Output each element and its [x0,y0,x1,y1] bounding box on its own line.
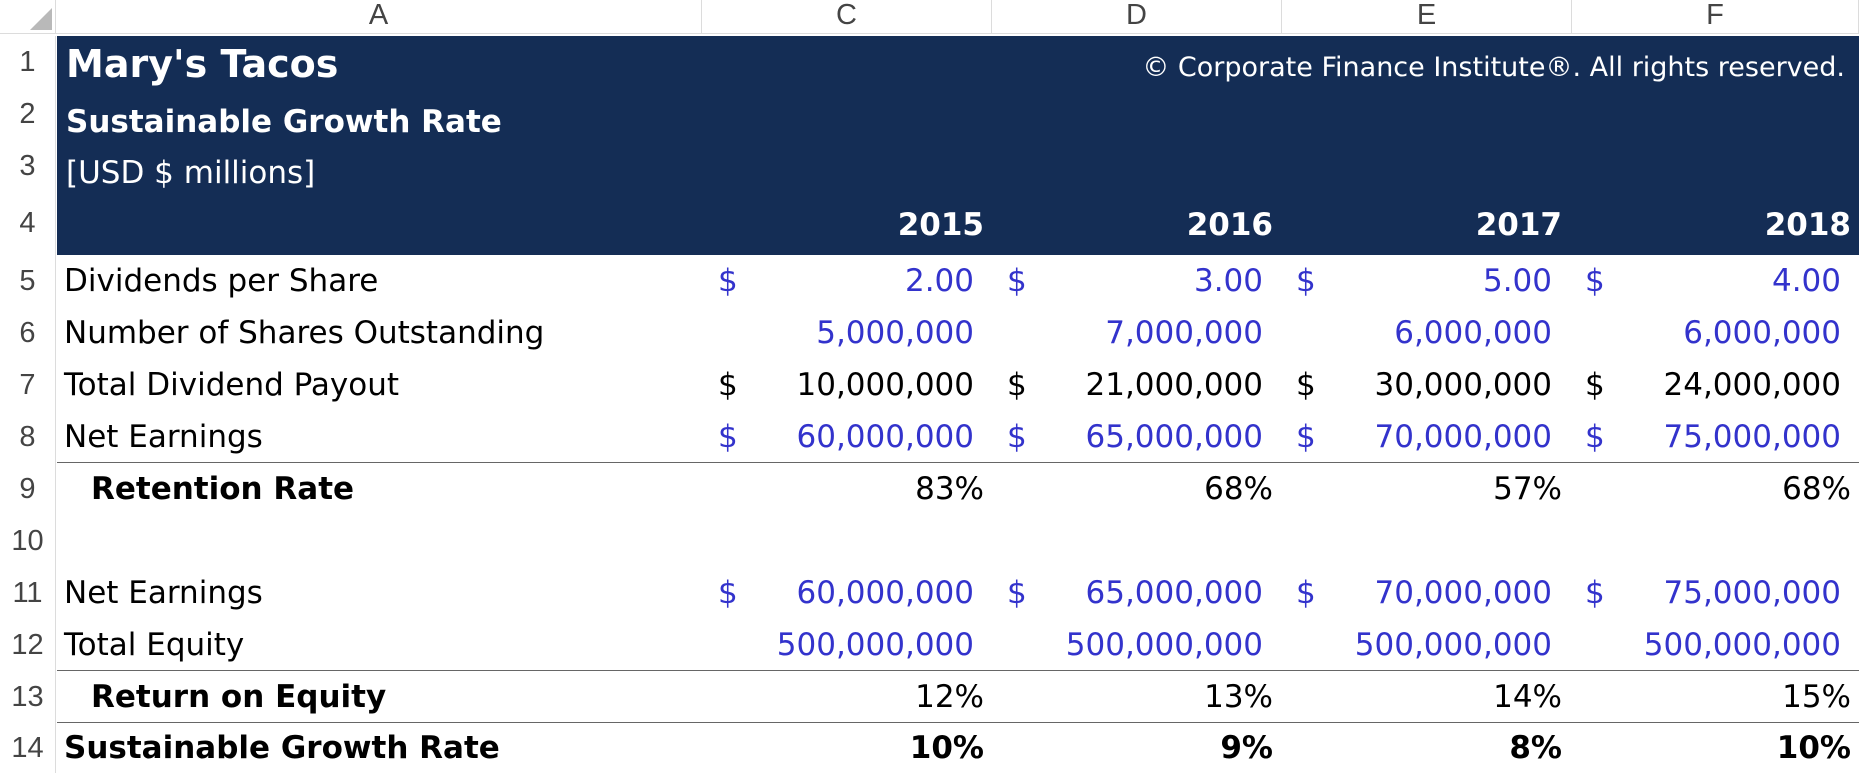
currency-symbol: $ [1585,263,1605,299]
total-equity-2016[interactable]: 500,000,000 [1065,627,1263,663]
sustainable-growth-rate-2018[interactable]: 10% [1776,730,1851,766]
row-label-return-on-equity[interactable]: Return on Equity [91,679,387,715]
currency-symbol: $ [1007,419,1027,455]
row-divider [57,722,1859,723]
year-header-2017[interactable]: 2017 [1475,207,1562,243]
row-label-dividends-per-share[interactable]: Dividends per Share [64,263,379,299]
retention-rate-2018[interactable]: 68% [1782,471,1851,507]
row-header-1[interactable]: 1 [0,36,56,88]
row-label-total-equity[interactable]: Total Equity [64,627,245,663]
net-earnings-2018[interactable]: 75,000,000 [1663,419,1842,455]
currency-symbol: $ [1296,367,1316,403]
sustainable-growth-rate-2017[interactable]: 8% [1509,730,1562,766]
shares-outstanding-2017[interactable]: 6,000,000 [1394,315,1552,351]
row-header-5[interactable]: 5 [0,255,56,307]
sustainable-growth-rate-2015[interactable]: 10% [909,730,984,766]
dividends-per-share-2018[interactable]: 4.00 [1771,263,1841,299]
row-header-13[interactable]: 13 [0,671,56,723]
total-equity-2015[interactable]: 500,000,000 [776,627,974,663]
company-title: Mary's Tacos [66,42,339,86]
shares-outstanding-2018[interactable]: 6,000,000 [1683,315,1841,351]
currency-symbol: $ [718,367,738,403]
currency-symbol: $ [1585,367,1605,403]
copyright-notice: © Corporate Finance Institute®. All righ… [1142,52,1845,83]
select-all-triangle-icon [30,8,52,30]
row-divider [57,670,1859,671]
column-header-f[interactable]: F [1572,0,1859,34]
currency-symbol: $ [718,575,738,611]
net-earnings-2-2015[interactable]: 60,000,000 [796,575,975,611]
select-all-corner[interactable] [0,0,56,34]
row-label-net-earnings-2[interactable]: Net Earnings [64,575,263,611]
return-on-equity-2015[interactable]: 12% [915,679,984,715]
currency-symbol: $ [1296,263,1316,299]
total-dividend-payout-2017[interactable]: 30,000,000 [1374,367,1553,403]
return-on-equity-2017[interactable]: 14% [1493,679,1562,715]
row-header-10[interactable]: 10 [0,515,56,567]
return-on-equity-2018[interactable]: 15% [1782,679,1851,715]
year-header-2015[interactable]: 2015 [897,207,984,243]
row-header-8[interactable]: 8 [0,411,56,463]
currency-symbol: $ [1296,419,1316,455]
currency-symbol: $ [1585,419,1605,455]
return-on-equity-2016[interactable]: 13% [1204,679,1273,715]
total-equity-2018[interactable]: 500,000,000 [1643,627,1841,663]
column-header-e[interactable]: E [1282,0,1572,34]
net-earnings-2015[interactable]: 60,000,000 [796,419,975,455]
net-earnings-2016[interactable]: 65,000,000 [1085,419,1264,455]
dividends-per-share-2016[interactable]: 3.00 [1193,263,1263,299]
currency-symbol: $ [1296,575,1316,611]
net-earnings-2-2018[interactable]: 75,000,000 [1663,575,1842,611]
column-header-d[interactable]: D [992,0,1282,34]
row-header-11[interactable]: 11 [0,567,56,619]
shares-outstanding-2016[interactable]: 7,000,000 [1105,315,1263,351]
currency-symbol: $ [1007,263,1027,299]
column-header-a[interactable]: A [56,0,702,34]
total-dividend-payout-2015[interactable]: 10,000,000 [796,367,975,403]
shares-outstanding-2015[interactable]: 5,000,000 [816,315,974,351]
retention-rate-2017[interactable]: 57% [1493,471,1562,507]
dividends-per-share-2017[interactable]: 5.00 [1482,263,1552,299]
net-earnings-2017[interactable]: 70,000,000 [1374,419,1553,455]
row-header-9[interactable]: 9 [0,463,56,515]
row-header-6[interactable]: 6 [0,307,56,359]
currency-symbol: $ [1585,575,1605,611]
row-header-3[interactable]: 3 [0,140,56,192]
row-header-12[interactable]: 12 [0,619,56,671]
total-dividend-payout-2016[interactable]: 21,000,000 [1085,367,1264,403]
row-header-4[interactable]: 4 [0,192,56,255]
row-header-7[interactable]: 7 [0,359,56,411]
column-header-c[interactable]: C [702,0,992,34]
currency-symbol: $ [1007,575,1027,611]
units-label: [USD $ millions] [66,155,316,191]
total-equity-2017[interactable]: 500,000,000 [1354,627,1552,663]
row-header-14[interactable]: 14 [0,723,56,773]
row-label-shares-outstanding[interactable]: Number of Shares Outstanding [64,315,545,351]
currency-symbol: $ [718,263,738,299]
currency-symbol: $ [1007,367,1027,403]
row-label-total-dividend-payout[interactable]: Total Dividend Payout [64,367,400,403]
header-banner [57,36,1859,255]
year-header-2016[interactable]: 2016 [1186,207,1273,243]
total-dividend-payout-2018[interactable]: 24,000,000 [1663,367,1842,403]
sustainable-growth-rate-2016[interactable]: 9% [1220,730,1273,766]
row-header-2[interactable]: 2 [0,88,56,140]
row-label-net-earnings[interactable]: Net Earnings [64,419,263,455]
year-header-2018[interactable]: 2018 [1764,207,1851,243]
sheet-subtitle: Sustainable Growth Rate [66,104,502,140]
net-earnings-2-2016[interactable]: 65,000,000 [1085,575,1264,611]
row-label-retention-rate[interactable]: Retention Rate [91,471,355,507]
row-label-sustainable-growth-rate[interactable]: Sustainable Growth Rate [64,730,500,766]
row-divider [57,462,1859,463]
dividends-per-share-2015[interactable]: 2.00 [904,263,974,299]
retention-rate-2016[interactable]: 68% [1204,471,1273,507]
net-earnings-2-2017[interactable]: 70,000,000 [1374,575,1553,611]
retention-rate-2015[interactable]: 83% [915,471,984,507]
currency-symbol: $ [718,419,738,455]
